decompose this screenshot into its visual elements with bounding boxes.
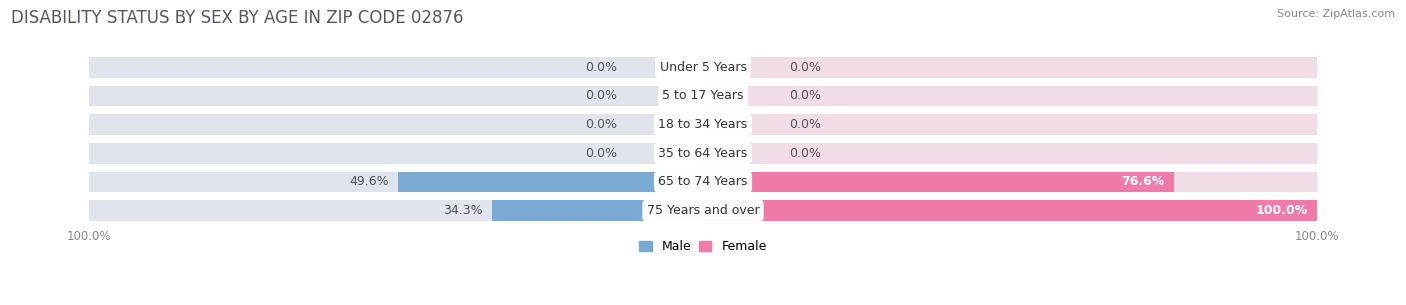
Bar	[703, 86, 1317, 106]
Legend: Male, Female: Male, Female	[634, 235, 772, 258]
Text: 65 to 74 Years: 65 to 74 Years	[658, 175, 748, 188]
Bar	[89, 200, 703, 221]
Bar	[89, 57, 703, 78]
Text: 35 to 64 Years: 35 to 64 Years	[658, 147, 748, 160]
Bar	[703, 200, 1317, 221]
Text: Under 5 Years: Under 5 Years	[659, 61, 747, 74]
Text: 0.0%: 0.0%	[789, 89, 821, 102]
Text: Source: ZipAtlas.com: Source: ZipAtlas.com	[1277, 9, 1395, 19]
Bar	[703, 57, 1317, 78]
Text: 0.0%: 0.0%	[789, 147, 821, 160]
Text: 76.6%: 76.6%	[1121, 175, 1164, 188]
Bar	[703, 200, 1317, 221]
Text: 0.0%: 0.0%	[789, 61, 821, 74]
Bar	[703, 172, 1174, 192]
Bar	[89, 114, 703, 135]
Text: 0.0%: 0.0%	[585, 61, 617, 74]
Text: 18 to 34 Years: 18 to 34 Years	[658, 118, 748, 131]
Text: DISABILITY STATUS BY SEX BY AGE IN ZIP CODE 02876: DISABILITY STATUS BY SEX BY AGE IN ZIP C…	[11, 9, 464, 27]
Text: 0.0%: 0.0%	[585, 147, 617, 160]
Text: 5 to 17 Years: 5 to 17 Years	[662, 89, 744, 102]
Bar	[703, 172, 1317, 192]
Bar	[89, 143, 703, 163]
Text: 0.0%: 0.0%	[789, 118, 821, 131]
Bar	[89, 172, 703, 192]
Bar	[89, 86, 703, 106]
Bar	[398, 172, 703, 192]
Text: 34.3%: 34.3%	[443, 204, 484, 217]
Bar	[703, 143, 1317, 163]
Bar	[703, 114, 1317, 135]
Text: 0.0%: 0.0%	[585, 89, 617, 102]
Text: 75 Years and over: 75 Years and over	[647, 204, 759, 217]
Text: 0.0%: 0.0%	[585, 118, 617, 131]
Text: 49.6%: 49.6%	[350, 175, 389, 188]
Bar	[492, 200, 703, 221]
Text: 100.0%: 100.0%	[1256, 204, 1308, 217]
